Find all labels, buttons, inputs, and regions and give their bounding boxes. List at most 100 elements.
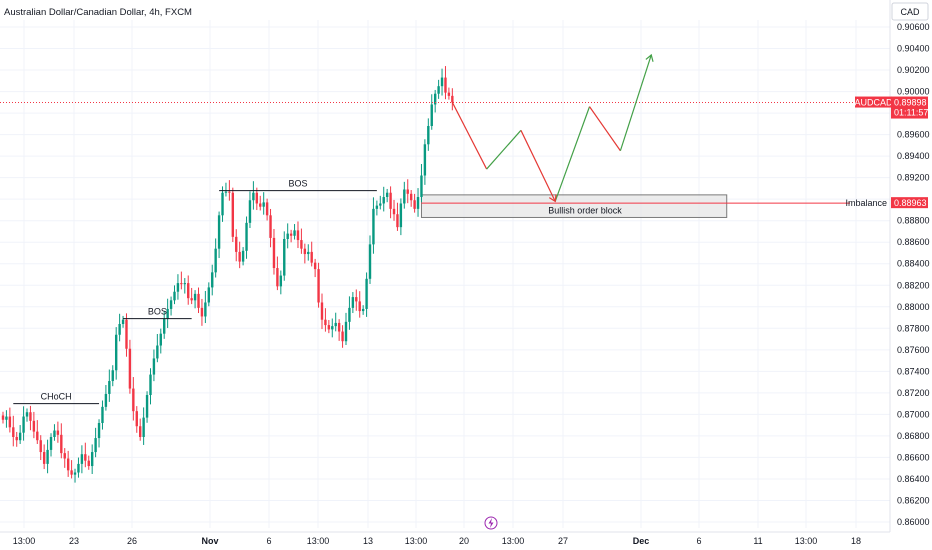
candle-body	[56, 430, 60, 435]
candle-body	[296, 230, 300, 241]
time-tick-label: 13	[363, 536, 373, 546]
candle-body	[200, 307, 204, 317]
price-tick-label: 0.90200	[897, 65, 930, 75]
candle-body	[269, 215, 272, 238]
candle-body	[25, 412, 29, 417]
symbol-tag-label: AUDCAD	[854, 98, 893, 108]
time-axis: 13:00 23 26 Nov 6 13:00 13 13:00 20 13:00 27 Dec 6 11…	[0, 531, 890, 546]
candle-body	[104, 393, 108, 407]
candle-body	[423, 144, 427, 176]
candle-body	[193, 293, 197, 301]
candle-body	[8, 416, 12, 428]
price-tick-label: 0.89600	[897, 130, 930, 140]
candle-body	[159, 333, 162, 346]
candle-body	[80, 454, 84, 464]
candle-body	[128, 348, 132, 389]
candle-body	[337, 322, 341, 332]
candle-body	[355, 297, 358, 302]
price-tick-label: 0.88600	[897, 237, 930, 247]
projected-path-segment	[451, 102, 488, 170]
candle-body	[313, 262, 317, 270]
price-tick-label: 0.86800	[897, 431, 930, 441]
time-tick-label: 20	[459, 536, 469, 546]
candle-body	[344, 321, 348, 342]
candle-body	[396, 214, 399, 228]
candle-body	[440, 77, 444, 87]
candle-body	[156, 345, 159, 359]
candle-body	[46, 449, 49, 464]
candle-body	[255, 192, 259, 204]
candle-body	[15, 436, 18, 441]
candle-body	[252, 192, 255, 201]
arrow-head-up	[645, 53, 654, 62]
candle-body	[152, 358, 156, 375]
price-tick-label: 0.86000	[897, 517, 930, 527]
price-axis: 0.90600 0.90400 0.90200 0.90000 0.89600 0.894…	[889, 0, 930, 532]
candle-body	[437, 86, 440, 94]
candle-body	[36, 431, 39, 441]
candle-body	[90, 452, 94, 467]
candle-body	[392, 208, 396, 215]
price-tick-label: 0.89400	[897, 151, 930, 161]
candle-body	[73, 472, 77, 475]
candle-body	[320, 302, 324, 320]
projected-path-layer	[451, 53, 654, 203]
candle-body	[142, 417, 145, 437]
projected-path-segment	[554, 106, 591, 202]
candle-body	[42, 452, 46, 464]
candle-body	[334, 322, 337, 327]
price-tick-label: 0.86600	[897, 452, 930, 462]
candle-body	[135, 411, 138, 427]
candle-body	[303, 248, 307, 255]
candle-body	[187, 283, 190, 299]
candle-body	[262, 202, 265, 207]
candle-body	[53, 430, 56, 437]
imbalance-tag: Imbalance 0.88963	[845, 197, 928, 209]
imbalance-price-value: 0.88963	[894, 198, 927, 208]
currency-button[interactable]: CAD	[891, 2, 929, 21]
candle-body	[293, 230, 296, 236]
candle-body	[1, 415, 5, 420]
time-tick-label: 26	[127, 536, 137, 546]
time-tick-label: 11	[753, 536, 762, 546]
candle-body	[149, 374, 152, 396]
time-tick-label: 6	[266, 536, 271, 546]
candle-body	[324, 319, 327, 326]
price-tick-label: 0.87000	[897, 409, 930, 419]
candle-body	[217, 215, 221, 249]
price-tick-label: 0.90000	[897, 87, 930, 97]
candle-body	[241, 250, 245, 262]
candle-body	[231, 192, 235, 237]
time-tick-label: 13:00	[795, 536, 818, 546]
candle-body	[403, 189, 406, 204]
bos-label-1: BOS	[148, 307, 167, 317]
candle-body	[317, 269, 320, 303]
time-tick-label: Nov	[201, 536, 218, 546]
candle-body	[77, 463, 80, 473]
candle-body	[385, 192, 389, 198]
countdown-value: 01:11:57	[894, 108, 928, 118]
candle-body	[139, 426, 142, 437]
time-tick-label: 13:00	[13, 536, 36, 546]
candle-body	[221, 192, 224, 216]
time-tick-label: 13:00	[307, 536, 330, 546]
candle-body	[300, 240, 303, 249]
candle-body	[169, 300, 173, 309]
candle-body	[276, 268, 279, 287]
time-tick-label: 6	[696, 536, 701, 546]
candle-body	[358, 301, 361, 312]
candle-body	[310, 251, 313, 263]
projected-path-segment	[486, 129, 522, 170]
symbol-tag: AUDCAD	[854, 96, 893, 108]
candle-body	[84, 454, 87, 461]
order-block-layer	[420, 194, 728, 218]
candle-body	[97, 423, 101, 439]
lightning-icon[interactable]	[484, 516, 498, 530]
projected-path-segment	[619, 54, 652, 151]
candle-body	[289, 233, 293, 236]
candle-body	[361, 308, 365, 312]
candle-body	[245, 222, 248, 251]
candle-body	[197, 293, 200, 308]
candle-body	[108, 381, 111, 394]
